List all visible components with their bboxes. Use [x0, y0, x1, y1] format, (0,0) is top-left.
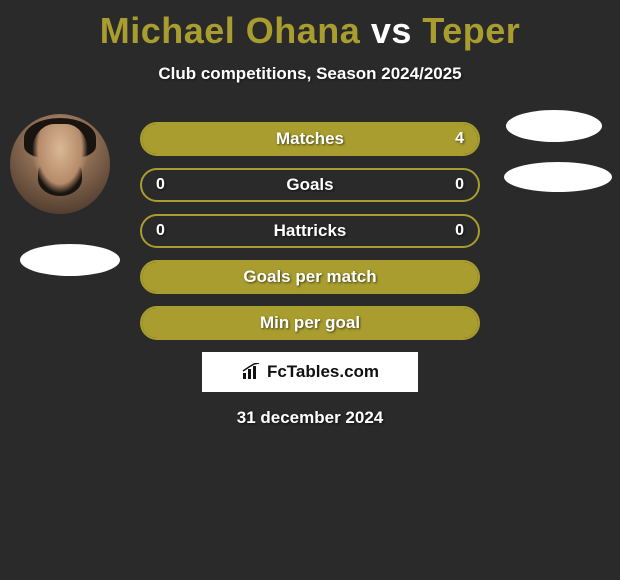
stat-bar-matches: Matches 4 — [140, 122, 480, 156]
player1-avatar — [10, 114, 110, 214]
player2-name-oval — [504, 162, 612, 192]
subtitle: Club competitions, Season 2024/2025 — [0, 64, 620, 84]
stat-right-value: 0 — [455, 222, 464, 240]
comparison-title: Michael Ohana vs Teper — [0, 0, 620, 52]
stat-left-value: 0 — [156, 176, 165, 194]
bar-chart-icon — [241, 363, 263, 381]
player2-avatar-oval — [506, 110, 602, 142]
stat-label: Hattricks — [274, 221, 347, 241]
stat-label: Min per goal — [260, 313, 360, 333]
player2-name: Teper — [422, 10, 520, 51]
player1-name: Michael Ohana — [100, 10, 361, 51]
stat-bar-hattricks: 0 Hattricks 0 — [140, 214, 480, 248]
stat-bar-min-per-goal: Min per goal — [140, 306, 480, 340]
stat-left-value: 0 — [156, 222, 165, 240]
snapshot-date: 31 december 2024 — [0, 408, 620, 428]
stat-bar-goals: 0 Goals 0 — [140, 168, 480, 202]
comparison-body: Matches 4 0 Goals 0 0 Hattricks 0 Goals … — [0, 122, 620, 428]
brand-text: FcTables.com — [267, 362, 379, 382]
stat-label: Matches — [276, 129, 344, 149]
player1-name-oval — [20, 244, 120, 276]
stat-bars: Matches 4 0 Goals 0 0 Hattricks 0 Goals … — [140, 122, 480, 340]
brand-badge: FcTables.com — [202, 352, 418, 392]
vs-text: vs — [371, 10, 412, 51]
stat-label: Goals per match — [243, 267, 376, 287]
stat-right-value: 4 — [455, 130, 464, 148]
stat-label: Goals — [286, 175, 333, 195]
stat-bar-goals-per-match: Goals per match — [140, 260, 480, 294]
stat-right-value: 0 — [455, 176, 464, 194]
